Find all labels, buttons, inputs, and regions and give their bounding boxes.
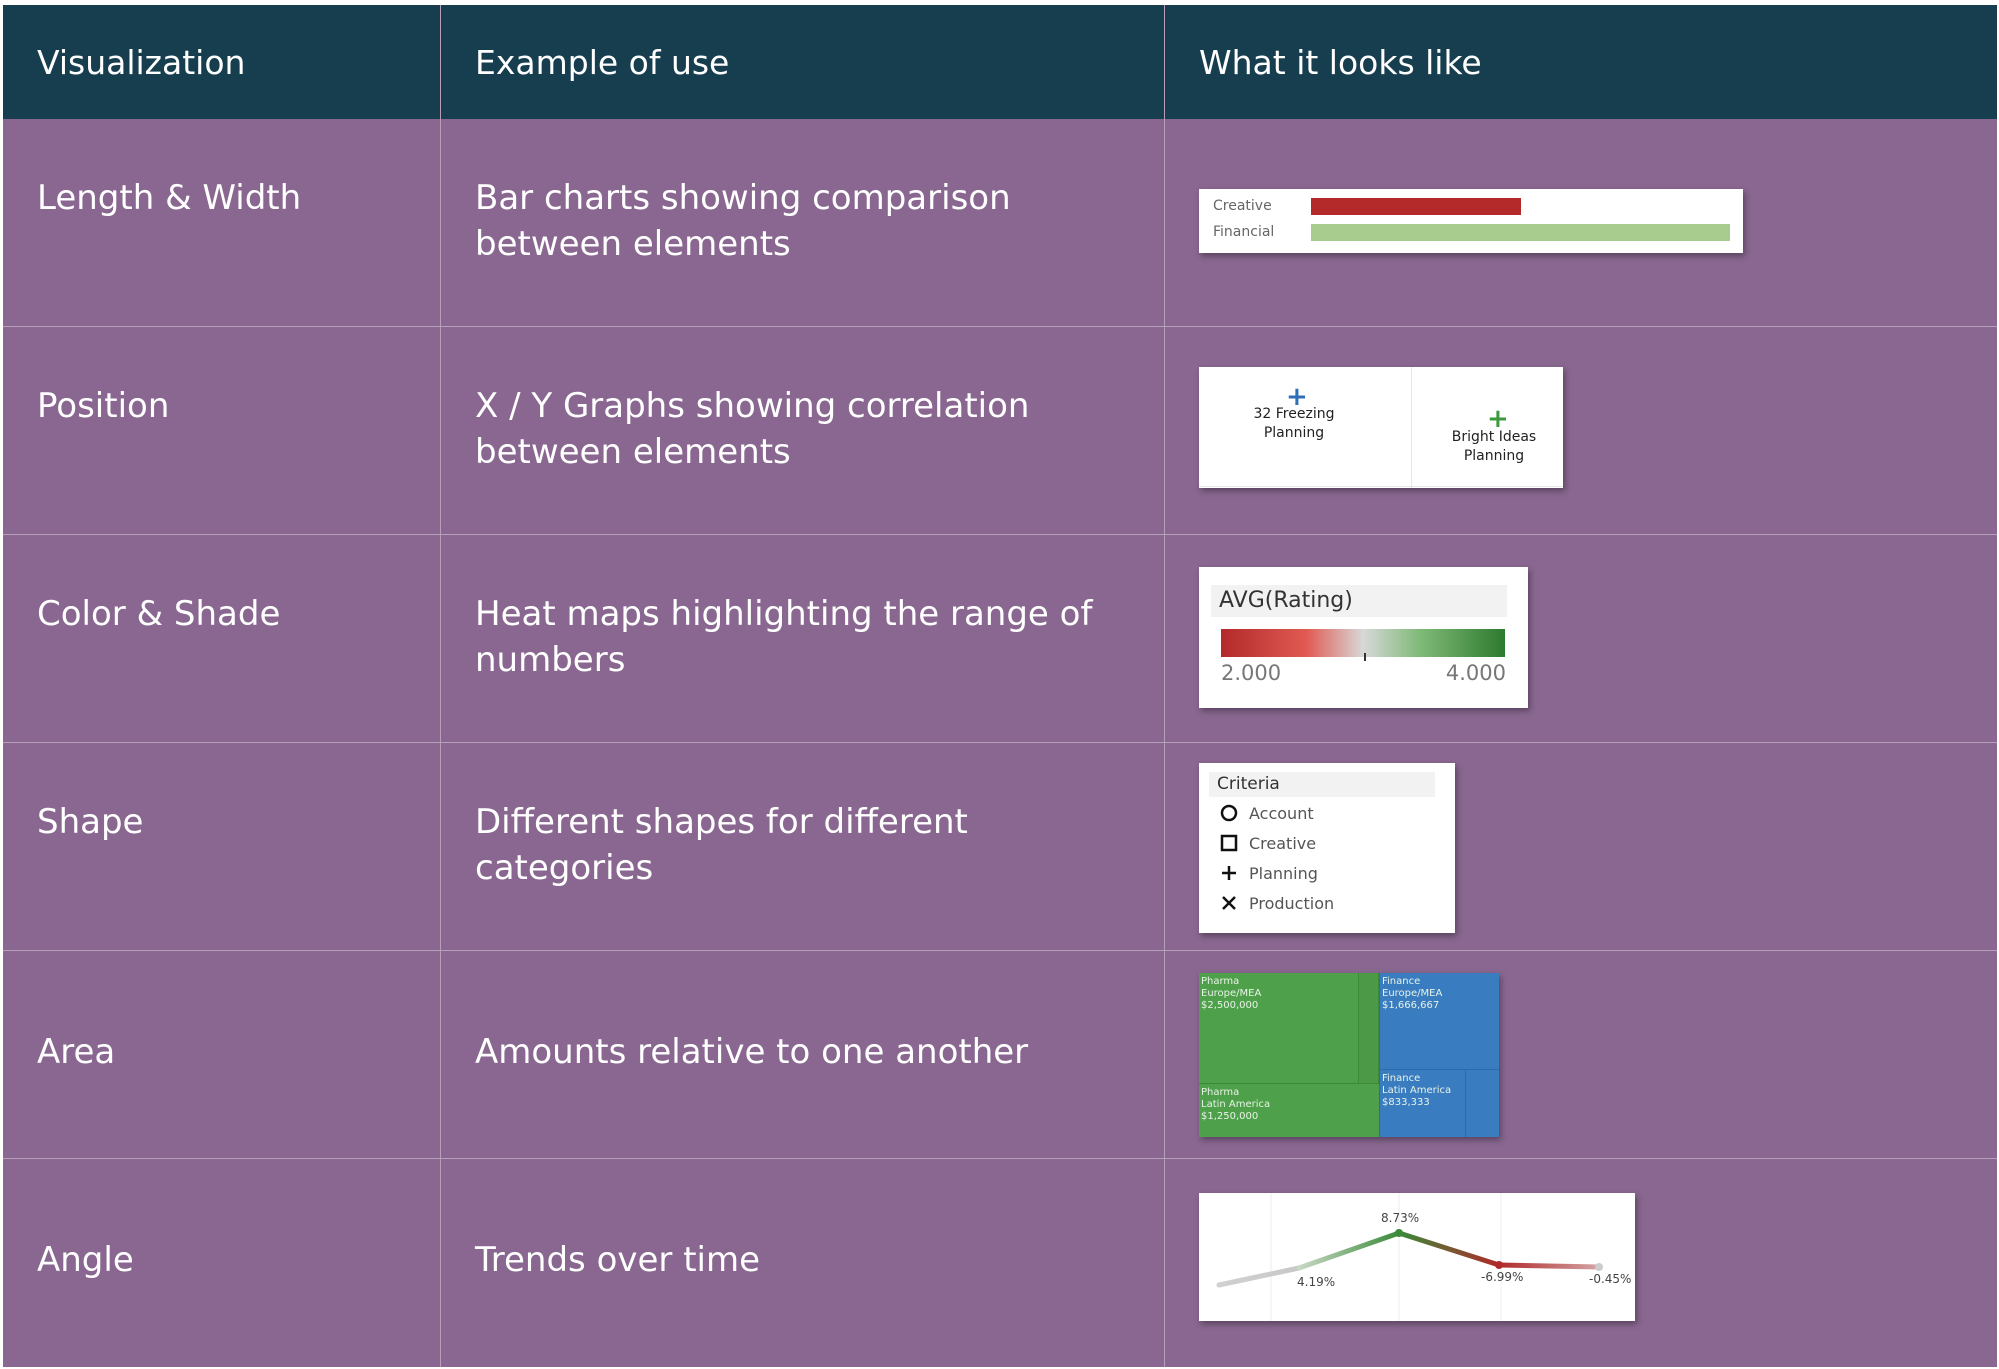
row-sample-cell: Creative Financial xyxy=(1165,119,1997,327)
row-sample-cell: + 32 Freezing Planning + Bright Ideas Pl… xyxy=(1165,327,1997,535)
row-name: Position xyxy=(37,386,170,426)
visualization-table: Visualization Example of use What it loo… xyxy=(3,5,1997,1367)
treemap-block-label: Pharma xyxy=(1201,976,1240,987)
row-name-cell: Color & Shade xyxy=(3,535,441,743)
row-name-cell: Area xyxy=(3,951,441,1159)
bar-chart-sample: Creative Financial xyxy=(1199,189,1743,253)
treemap-sample: Pharma Europe/MEA $2,500,000 Pharma Lati… xyxy=(1199,973,1499,1137)
treemap-block-label: $2,500,000 xyxy=(1201,1000,1259,1011)
row-name: Shape xyxy=(37,802,144,842)
treemap-block xyxy=(1359,973,1379,1083)
row-example-cell: X / Y Graphs showing correlation between… xyxy=(441,327,1165,535)
gradient-tick xyxy=(1364,653,1366,661)
bar-financial xyxy=(1311,224,1730,241)
grid-line xyxy=(1411,367,1412,488)
row-name: Angle xyxy=(37,1240,134,1280)
scatter-sample: + 32 Freezing Planning + Bright Ideas Pl… xyxy=(1199,367,1563,488)
treemap-block-label: Pharma xyxy=(1201,1087,1240,1098)
data-label: -0.45% xyxy=(1589,1272,1632,1286)
header-looks-like: What it looks like xyxy=(1165,5,1997,119)
point-label-line: Planning xyxy=(1263,425,1325,441)
line-chart-sample: 4.19% 8.73% -6.99% -0.45% xyxy=(1199,1193,1635,1321)
treemap-block: Pharma Latin America $1,250,000 xyxy=(1199,1083,1379,1137)
legend-item: Planning xyxy=(1219,863,1318,883)
treemap-block-label: Latin America xyxy=(1382,1085,1452,1096)
treemap-block xyxy=(1465,1069,1499,1137)
treemap-block-label: Europe/MEA xyxy=(1201,988,1262,999)
row-name-cell: Angle xyxy=(3,1159,441,1367)
treemap-block-label: $1,666,667 xyxy=(1382,1000,1440,1011)
header-label: Visualization xyxy=(37,42,246,82)
bar-label: Creative xyxy=(1213,198,1272,214)
row-sample-cell: AVG(Rating) 2.000 4.000 xyxy=(1165,535,1997,743)
point-label: Bright Ideas Planning xyxy=(1439,428,1549,466)
x-icon xyxy=(1219,893,1239,913)
treemap-block: Finance Latin America $833,333 xyxy=(1379,1069,1465,1137)
legend-title: Criteria xyxy=(1209,772,1435,797)
point-label-line: 32 Freezing xyxy=(1253,406,1335,422)
plus-icon xyxy=(1219,863,1239,883)
treemap-block-label: $833,333 xyxy=(1382,1097,1430,1108)
data-label: 4.19% xyxy=(1297,1275,1336,1289)
row-example: Amounts relative to one another xyxy=(475,1032,1029,1072)
color-gradient xyxy=(1221,629,1505,657)
gradient-max: 4.000 xyxy=(1445,661,1506,685)
row-sample-cell: 4.19% 8.73% -6.99% -0.45% xyxy=(1165,1159,1997,1367)
plus-icon: + xyxy=(1286,382,1308,412)
legend-item-label: Creative xyxy=(1249,833,1317,853)
row-name-cell: Length & Width xyxy=(3,119,441,327)
row-sample-cell: Criteria Account Creative Planning Produ… xyxy=(1165,743,1997,951)
row-example: Heat maps highlighting the range of numb… xyxy=(475,594,1093,680)
treemap-block-label: $1,250,000 xyxy=(1201,1111,1259,1122)
point-label: 32 Freezing Planning xyxy=(1244,405,1344,443)
legend-item: Account xyxy=(1219,803,1314,823)
row-example-cell: Heat maps highlighting the range of numb… xyxy=(441,535,1165,743)
grid-line xyxy=(1199,486,1563,487)
data-label: -6.99% xyxy=(1481,1270,1524,1284)
trend-line-graphic xyxy=(1216,1193,1603,1321)
heatmap-legend-sample: AVG(Rating) 2.000 4.000 xyxy=(1199,567,1528,708)
row-example: Trends over time xyxy=(475,1240,761,1280)
legend-title: AVG(Rating) xyxy=(1211,585,1507,617)
legend-item: Creative xyxy=(1219,833,1316,853)
legend-item-label: Planning xyxy=(1249,863,1318,883)
row-example-cell: Amounts relative to one another xyxy=(441,951,1165,1159)
row-name: Area xyxy=(37,1032,116,1072)
header-example: Example of use xyxy=(441,5,1165,119)
header-visualization: Visualization xyxy=(3,5,441,119)
point-label-line: Planning xyxy=(1463,448,1525,464)
row-name: Length & Width xyxy=(37,178,302,218)
treemap-block-label: Latin America xyxy=(1201,1099,1271,1110)
row-example: Different shapes for different categorie… xyxy=(475,802,968,888)
treemap-block-label: Finance xyxy=(1382,976,1421,987)
plus-icon: + xyxy=(1487,404,1509,434)
data-label: 8.73% xyxy=(1381,1211,1420,1225)
treemap-block-label: Finance xyxy=(1382,1073,1421,1084)
circle-icon xyxy=(1219,803,1239,823)
row-example: Bar charts showing comparison between el… xyxy=(475,178,1011,264)
row-example-cell: Different shapes for different categorie… xyxy=(441,743,1165,951)
row-example-cell: Trends over time xyxy=(441,1159,1165,1367)
treemap-block-label: Europe/MEA xyxy=(1382,988,1443,999)
row-sample-cell: Pharma Europe/MEA $2,500,000 Pharma Lati… xyxy=(1165,951,1997,1159)
bar-label: Financial xyxy=(1213,224,1275,240)
legend-item: Production xyxy=(1219,893,1334,913)
treemap-block: Pharma Europe/MEA $2,500,000 xyxy=(1199,973,1359,1083)
row-name-cell: Shape xyxy=(3,743,441,951)
row-example: X / Y Graphs showing correlation between… xyxy=(475,386,1030,472)
row-name-cell: Position xyxy=(3,327,441,535)
row-name: Color & Shade xyxy=(37,594,281,634)
header-label: What it looks like xyxy=(1199,42,1482,82)
square-icon xyxy=(1219,833,1239,853)
bar-creative xyxy=(1311,198,1521,215)
gradient-min: 2.000 xyxy=(1221,661,1282,685)
point-label-line: Bright Ideas xyxy=(1451,429,1537,445)
header-label: Example of use xyxy=(475,42,730,82)
shape-legend-sample: Criteria Account Creative Planning Produ… xyxy=(1199,763,1455,933)
legend-item-label: Account xyxy=(1249,803,1314,823)
row-example-cell: Bar charts showing comparison between el… xyxy=(441,119,1165,327)
legend-item-label: Production xyxy=(1249,893,1335,913)
treemap-block: Finance Europe/MEA $1,666,667 xyxy=(1379,973,1499,1069)
